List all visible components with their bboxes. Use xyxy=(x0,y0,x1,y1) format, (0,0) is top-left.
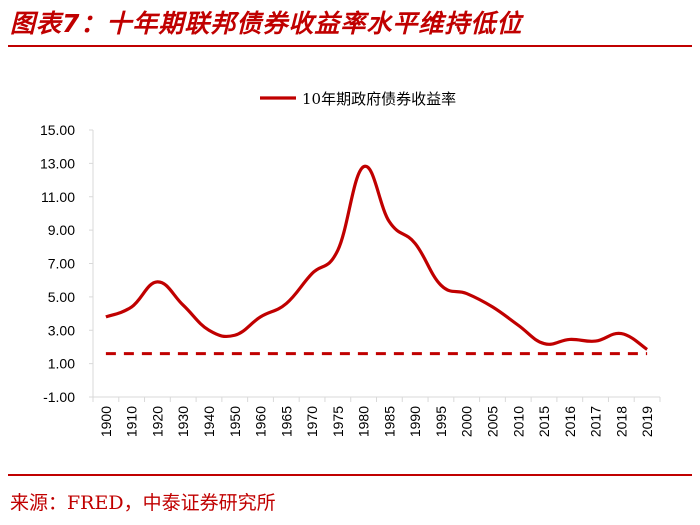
title-divider xyxy=(8,45,692,47)
x-tick-label: 1995 xyxy=(433,406,449,437)
figure-title: 图表7：十年期联邦债券收益率水平维持低位 xyxy=(10,9,523,38)
x-tick-label: 1960 xyxy=(253,406,269,437)
x-tick-label: 1970 xyxy=(304,406,320,437)
y-tick-label: 5.00 xyxy=(48,289,75,305)
x-tick-label: 2010 xyxy=(510,406,526,437)
x-tick-label: 2018 xyxy=(613,406,629,437)
footer-divider xyxy=(8,474,692,476)
source-note: 来源：FRED，中泰证券研究所 xyxy=(10,492,276,514)
x-tick-label: 1920 xyxy=(149,406,165,437)
x-tick-label: 2000 xyxy=(459,406,475,437)
x-tick-label: 2015 xyxy=(536,406,552,437)
x-tick-label: 1985 xyxy=(381,406,397,437)
x-tick-label: 1980 xyxy=(356,406,372,437)
y-tick-label: 15.00 xyxy=(40,122,75,138)
x-tick-label: 1975 xyxy=(330,406,346,437)
line-chart: -1.00 1.00 3.00 5.00 7.00 9.00 11.00 13.00 15.00… xyxy=(40,90,661,437)
y-tick-label: 13.00 xyxy=(40,155,75,171)
y-tick-label: 11.00 xyxy=(41,189,75,205)
series-line xyxy=(105,165,649,351)
y-tick-label: 9.00 xyxy=(48,222,75,238)
x-tick-label: 2019 xyxy=(639,406,655,437)
x-tick-label: 2017 xyxy=(588,406,604,437)
y-tick-label: -1.00 xyxy=(43,389,75,405)
x-tick-label: 1950 xyxy=(227,406,243,437)
x-tick-label: 2016 xyxy=(562,406,578,437)
x-tick-label: 1910 xyxy=(124,406,140,437)
y-tick-label: 1.00 xyxy=(48,356,75,372)
x-tick-label: 1990 xyxy=(407,406,423,437)
y-tick-label: 3.00 xyxy=(48,322,75,338)
y-tick-label: 7.00 xyxy=(48,256,75,272)
x-tick-label: 1930 xyxy=(175,406,191,437)
x-tick-label: 1965 xyxy=(278,406,294,437)
legend-label: 10年期政府债券收益率 xyxy=(302,90,456,108)
x-tick-label: 2005 xyxy=(484,406,500,437)
x-tick-label: 1940 xyxy=(201,406,217,437)
x-tick-label: 1900 xyxy=(98,406,114,437)
